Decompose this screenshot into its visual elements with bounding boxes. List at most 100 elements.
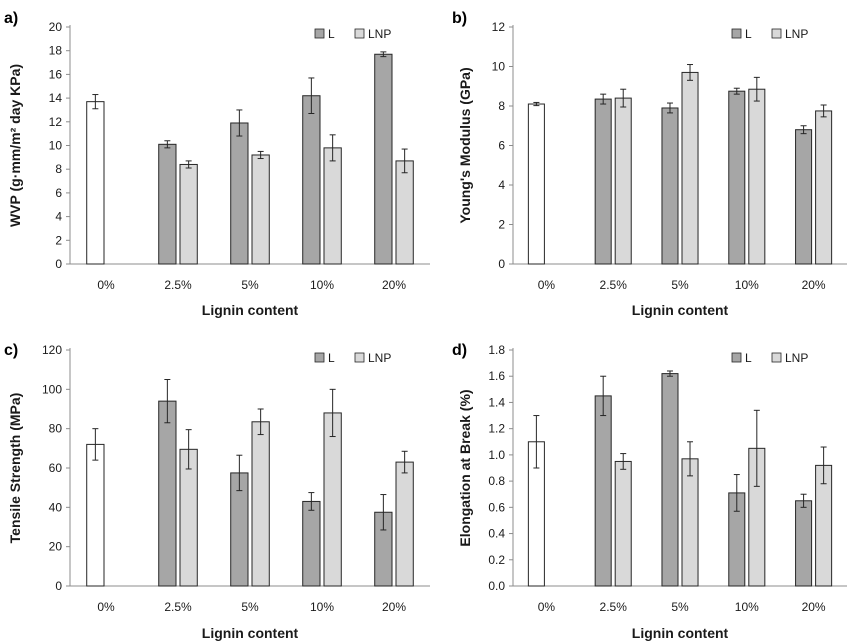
x-axis-label: Lignin content [202,625,299,641]
x-tick-label: 0% [97,278,115,292]
y-tick-label: 4 [55,210,62,224]
y-tick-label: 12 [49,115,63,129]
legend-label-lnp: LNP [785,27,808,41]
x-tick-label: 20% [382,600,406,614]
x-tick-label: 5% [671,600,689,614]
legend-label-lnp: LNP [368,351,391,365]
x-tick-label: 20% [802,278,826,292]
panel-label: a) [4,10,18,27]
legend-label-l: L [328,351,335,365]
y-axis-label: Elongation at Break (%) [457,389,473,546]
y-tick-label: 0 [498,257,505,271]
y-tick-label: 6 [498,139,505,153]
bar-lnp [395,160,414,265]
y-tick-label: 0 [55,257,62,271]
bar-control [86,101,105,265]
bar-lnp [681,458,699,587]
y-tick-label: 10 [492,60,506,74]
y-tick-label: 0.6 [488,500,505,514]
y-tick-label: 0.0 [488,579,505,593]
bar-l [158,400,177,587]
y-tick-label: 4 [498,178,505,192]
bar-control [86,443,105,587]
y-tick-label: 120 [42,343,62,357]
chart-panel-1: 0 2 4 6 8 10 12 14 16 18 20 0% 2.5% 5% 10% 20% L LNP WVP (… [4,10,430,318]
x-tick-label: 5% [241,278,259,292]
x-tick-label: 20% [802,600,826,614]
y-tick-label: 6 [55,186,62,200]
bar-lnp [179,448,198,587]
bar-lnp [323,147,342,265]
y-tick-label: 20 [49,20,63,34]
x-tick-label: 2.5% [600,278,628,292]
legend-label-l: L [328,27,335,41]
y-tick-label: 16 [49,67,63,81]
x-tick-label: 10% [735,278,759,292]
bar-l [795,129,813,265]
bar-l [374,53,393,265]
bar-lnp [179,163,198,265]
bar-l [661,373,679,587]
y-tick-label: 2 [498,218,505,232]
legend-label-lnp: LNP [368,27,391,41]
bar-lnp [251,154,270,265]
bar-l [302,500,321,587]
legend-swatch-lnp [354,28,365,39]
x-tick-label: 0% [538,278,556,292]
x-tick-label: 5% [241,600,259,614]
y-tick-label: 1.8 [488,343,505,357]
bar-lnp [614,460,632,587]
y-tick-label: 12 [492,20,506,34]
y-tick-label: 8 [55,162,62,176]
y-tick-label: 20 [49,540,63,554]
x-tick-label: 20% [382,278,406,292]
legend-swatch-lnp [354,352,365,363]
x-tick-label: 0% [538,600,556,614]
panel-label: c) [4,342,18,359]
y-axis-label: WVP (g·mm/m² day KPa) [7,64,23,227]
panel-label: d) [452,342,467,359]
x-tick-label: 2.5% [164,278,192,292]
y-tick-label: 10 [49,139,63,153]
y-tick-label: 0.2 [488,553,505,567]
bar-l [594,98,612,265]
bar-lnp [681,71,699,265]
x-tick-label: 10% [310,600,334,614]
x-tick-label: 2.5% [164,600,192,614]
y-tick-label: 0.4 [488,527,505,541]
bar-l [302,95,321,265]
legend-swatch-l [314,28,325,39]
y-tick-label: 2 [55,233,62,247]
y-tick-label: 1.0 [488,448,505,462]
bar-l [661,107,679,265]
bar-lnp [748,88,766,265]
y-tick-label: 1.2 [488,422,505,436]
x-tick-label: 10% [735,600,759,614]
x-tick-label: 2.5% [600,600,628,614]
bar-lnp [251,421,270,587]
x-tick-label: 5% [671,278,689,292]
bar-lnp [614,97,632,265]
x-axis-label: Lignin content [632,625,729,641]
y-tick-label: 8 [498,99,505,113]
legend-swatch-l [731,352,742,363]
y-tick-label: 1.4 [488,395,505,409]
bar-l [728,90,746,265]
y-tick-label: 1.6 [488,369,505,383]
y-tick-label: 0.8 [488,474,505,488]
x-axis-label: Lignin content [632,302,729,318]
bar-lnp [323,412,342,587]
x-tick-label: 10% [310,278,334,292]
legend-swatch-lnp [771,28,782,39]
bar-l [594,395,612,587]
y-axis-label: Tensile Strength (MPa) [7,393,23,544]
bar-l [795,500,813,587]
y-tick-label: 18 [49,44,63,58]
y-tick-label: 60 [49,461,63,475]
legend-swatch-l [731,28,742,39]
legend-swatch-lnp [771,352,782,363]
bar-l [158,143,177,265]
y-tick-label: 80 [49,422,63,436]
legend-label-l: L [745,351,752,365]
